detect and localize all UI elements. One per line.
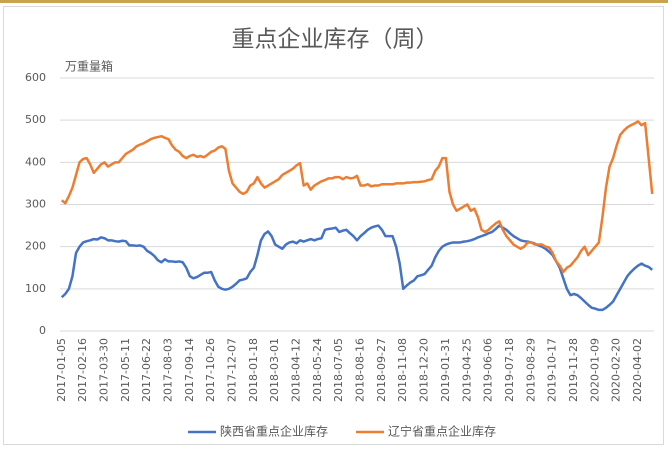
x-tick-label: 2017-06-22 [140, 338, 153, 402]
y-axis-label: 万重量箱 [65, 59, 113, 74]
y-tick-label: 300 [25, 198, 46, 211]
x-tick-label: 2020-02-20 [610, 338, 623, 402]
x-tick-label: 2018-08-16 [354, 338, 367, 402]
x-tick-label: 2018-07-05 [332, 338, 345, 402]
x-tick-label: 2017-08-03 [161, 338, 174, 402]
x-tick-label: 2018-11-08 [396, 338, 409, 402]
x-tick-label: 2019-11-28 [567, 338, 580, 402]
series-line [60, 120, 654, 274]
y-tick-label: 400 [25, 155, 46, 168]
y-tick-label: 100 [25, 282, 46, 295]
x-tick-label: 2019-01-31 [439, 338, 452, 402]
chart-title: 重点企业库存（周） [232, 27, 439, 53]
x-tick-label: 2019-10-17 [546, 338, 559, 402]
y-tick-label: 500 [25, 113, 46, 126]
x-tick-label: 2019-04-25 [460, 338, 473, 402]
x-tick-label: 2018-09-27 [375, 338, 388, 402]
x-tick-label: 2019-07-18 [503, 338, 516, 402]
x-tick-label: 2018-01-18 [247, 338, 260, 402]
y-tick-label: 600 [25, 71, 46, 84]
y-tick-label: 200 [25, 240, 46, 253]
top-band [0, 0, 668, 3]
x-tick-label: 2020-01-09 [588, 338, 601, 402]
x-tick-label: 2018-12-20 [418, 338, 431, 402]
y-tick-label: 0 [39, 324, 46, 337]
x-tick-label: 2017-02-16 [76, 338, 89, 402]
legend-label: 辽宁省重点企业库存 [388, 424, 496, 439]
x-tick-label: 2018-04-12 [290, 338, 303, 402]
x-tick-label: 2019-06-06 [482, 338, 495, 402]
x-tick-label: 2017-10-26 [204, 338, 217, 402]
chart-border [3, 6, 664, 445]
x-tick-label: 2020-04-02 [631, 338, 644, 402]
x-tick-label: 2017-12-07 [226, 338, 239, 402]
x-tick-label: 2017-05-11 [119, 338, 132, 402]
x-tick-label: 2017-01-05 [55, 338, 68, 402]
legend-label: 陕西省重点企业库存 [220, 424, 328, 439]
x-tick-label: 2018-05-24 [311, 338, 324, 402]
x-tick-label: 2017-03-30 [97, 338, 110, 402]
x-tick-label: 2019-08-29 [524, 338, 537, 402]
x-tick-label: 2018-03-01 [268, 338, 281, 402]
x-tick-label: 2017-09-14 [183, 338, 196, 402]
